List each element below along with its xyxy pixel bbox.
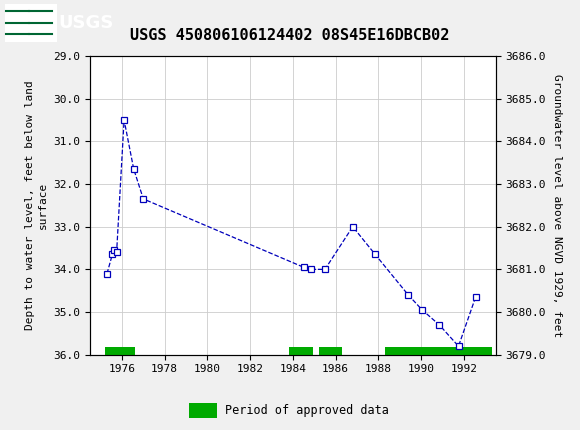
Y-axis label: Groundwater level above NGVD 1929, feet: Groundwater level above NGVD 1929, feet	[552, 74, 561, 337]
Bar	[289, 347, 313, 356]
Text: USGS 450806106124402 08S45E16DBCB02: USGS 450806106124402 08S45E16DBCB02	[130, 28, 450, 43]
Y-axis label: Depth to water level, feet below land
surface: Depth to water level, feet below land su…	[25, 80, 48, 330]
Bar	[318, 347, 342, 356]
Bar	[385, 347, 492, 356]
Bar	[188, 403, 217, 418]
Bar	[105, 347, 135, 356]
Text: Period of approved data: Period of approved data	[225, 404, 389, 417]
Text: USGS: USGS	[58, 14, 113, 31]
FancyBboxPatch shape	[5, 3, 57, 42]
